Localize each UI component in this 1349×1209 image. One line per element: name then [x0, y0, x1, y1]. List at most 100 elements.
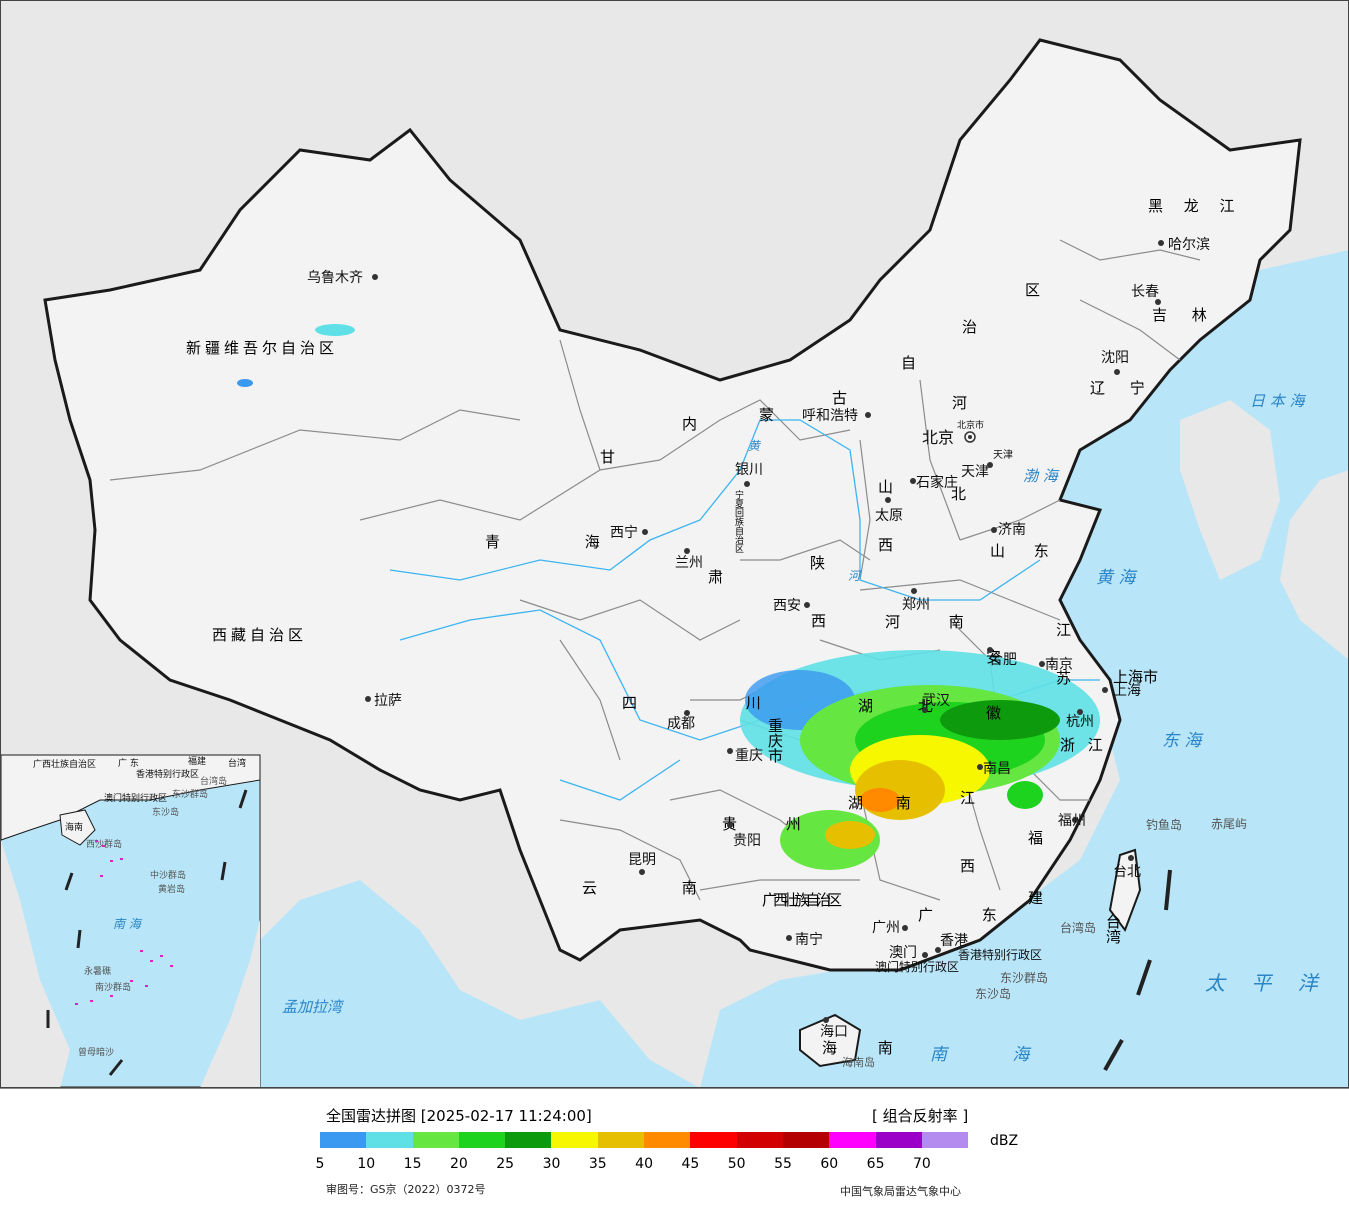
legend-tick-15: 15 [403, 1156, 422, 1172]
legend-swatch-55 [782, 1132, 830, 1148]
sea-label-bohai: 渤 海 [1023, 467, 1060, 485]
inset-label-dongsha-dao: 东沙岛 [152, 806, 179, 818]
province-label-neimenggu-d: 自 [901, 354, 916, 372]
inset-label-fujian: 福建 [188, 755, 206, 767]
korea-land [1180, 400, 1280, 580]
province-label-shaanxi-b: 西 [811, 612, 826, 630]
legend-swatch-5 [320, 1132, 367, 1148]
province-label-shaanxi-a: 陕 [810, 554, 825, 572]
city-yinchuan: 银川 [735, 462, 763, 478]
sea-boundary [1103, 869, 1172, 1071]
sea-label-huanghai: 黄 海 [1096, 568, 1138, 588]
sea-label-taipingyang: 太 平 洋 [1205, 971, 1328, 995]
province-label-xinjiang: 新疆维吾尔自治区 [186, 339, 338, 357]
province-label-fujian: 福 建 [1026, 830, 1044, 925]
legend-tick-20: 20 [449, 1156, 468, 1172]
province-label-guangdong: 广 东 [918, 906, 1019, 924]
city-chengdu: 成都 [667, 716, 695, 732]
label-he-river: 河 [848, 569, 862, 583]
province-label-yunnan: 云 南 [582, 879, 737, 897]
province-label-sichuan: 四 川 [622, 694, 813, 712]
legend-swatch-40 [644, 1132, 691, 1148]
province-label-henan: 河 南 [885, 613, 986, 631]
city-macau: 澳门 [889, 945, 917, 961]
legend-swatch-45 [690, 1132, 737, 1148]
province-label-heilongjiang: 黑 龙 江 [1148, 197, 1243, 215]
legend-tick-70: 70 [912, 1156, 931, 1172]
label-dongsha-qundao: 东沙群岛 [1000, 970, 1048, 985]
sea-label-ribenhai: 日 本 海 [1250, 392, 1307, 410]
hainan-island [799, 1013, 862, 1068]
label-huang-river: 黄 [748, 439, 762, 453]
legend-swatch-10 [366, 1132, 413, 1148]
city-jinan: 济南 [998, 522, 1026, 538]
province-label-neimenggu-e: 治 [962, 318, 977, 336]
city-taibei: 台北 [1113, 864, 1141, 880]
province-label-shanxi-b: 西 [878, 536, 893, 554]
province-label-qinghai: 青 海 [485, 533, 640, 551]
inset-label-taiwan-dao: 台湾岛 [200, 775, 227, 787]
legend-swatch-70 [921, 1132, 969, 1148]
province-label-taiwan: 台湾 [1104, 914, 1122, 944]
city-nanning: 南宁 [795, 931, 823, 948]
city-shenyang: 沈阳 [1101, 350, 1129, 366]
label-mo-sar: 澳门特别行政区 [875, 959, 959, 974]
province-label-jiangxi: 江 西 [958, 790, 976, 897]
inset-label-nansha: 南沙群岛 [95, 981, 131, 993]
city-shanghai: 上海 [1113, 683, 1141, 699]
city-beijing: 北京 [922, 428, 954, 447]
province-label-hebei-b: 北 [951, 485, 966, 503]
city-hongkong: 香港 [940, 933, 968, 949]
legend-tick-50: 50 [727, 1156, 746, 1172]
city-urumqi: 乌鲁木齐 [307, 270, 363, 286]
city-fuzhou: 福州 [1058, 813, 1086, 829]
city-hefei: 合肥 [989, 652, 1017, 668]
taiwan-island [1108, 848, 1142, 933]
province-label-shanxi-a: 山 [878, 478, 893, 496]
echo-dbz-25 [940, 700, 1060, 740]
legend-tick-45: 45 [681, 1156, 700, 1172]
province-label-chongqing: 重庆市 [766, 718, 784, 763]
province-label-zhejiang: 浙 江 [1060, 736, 1107, 754]
legend-tick-65: 65 [866, 1156, 885, 1172]
city-harbin: 哈尔滨 [1168, 237, 1210, 253]
province-label-hubei: 湖 北 [858, 697, 953, 715]
city-xining: 西宁 [610, 524, 638, 541]
city-nanjing: 南京 [1045, 657, 1073, 673]
inset-label-zhongsha: 中沙群岛 [150, 869, 186, 881]
province-labels: 新疆维吾尔自治区 西藏自治区 青 海 甘 肃 内 蒙 古 自 治 区 黑 龙 江… [186, 197, 1243, 1057]
legend-swatch-20 [458, 1132, 506, 1148]
legend-tick-40: 40 [635, 1156, 653, 1172]
inset-label-xisha: 西沙群岛 [86, 838, 122, 850]
echo-dbz-40 [860, 788, 900, 812]
city-xian: 西安 [773, 598, 801, 614]
province-label-hainan: 海 南 [822, 1039, 911, 1057]
inset-label-taiwan: 台湾 [228, 757, 246, 769]
radar-echoes [237, 324, 1100, 870]
misc-labels: 香港特别行政区 澳门特别行政区 东沙群岛 东沙岛 海南岛 台湾岛 钓鱼岛 赤尾屿… [748, 439, 1247, 1069]
legend-product: [ 组合反射率 ] [872, 1107, 969, 1125]
city-lhasa: 拉萨 [374, 693, 402, 709]
province-label-liaoning: 辽 宁 [1090, 379, 1155, 397]
label-hk-sar: 香港特别行政区 [958, 947, 1042, 962]
legend-swatch-15 [412, 1132, 459, 1148]
label-diaoyu: 钓鱼岛 [1146, 817, 1182, 832]
city-nanchang: 南昌 [983, 761, 1011, 777]
echo-jx [1007, 781, 1043, 809]
legend-tick-30: 30 [542, 1156, 561, 1172]
sea-label-nanhai: 南 海 [930, 1045, 1059, 1065]
province-label-hunan: 湖 南 [848, 794, 925, 812]
province-label-xizang: 西藏自治区 [212, 626, 307, 644]
inset-label-yongshu: 永暑礁 [84, 965, 111, 977]
legend-swatch-25 [505, 1132, 552, 1148]
province-label-neimenggu-c: 古 [832, 389, 847, 407]
legend-swatch-50 [736, 1132, 783, 1148]
ocean-west [190, 880, 700, 1088]
city-haikou: 海口 [820, 1024, 848, 1040]
sea-labels: 渤 海 黄 海 东 海 南 海 太 平 洋 日 本 海 孟加拉湾 [282, 392, 1328, 1065]
credit: 中国气象局雷达气象中心 [840, 1185, 961, 1198]
japan-land [1280, 470, 1349, 660]
city-shijiazhuang: 石家庄 [916, 474, 958, 491]
label-chiwei: 赤尾屿 [1211, 817, 1247, 831]
city-lanzhou: 兰州 [675, 555, 703, 571]
